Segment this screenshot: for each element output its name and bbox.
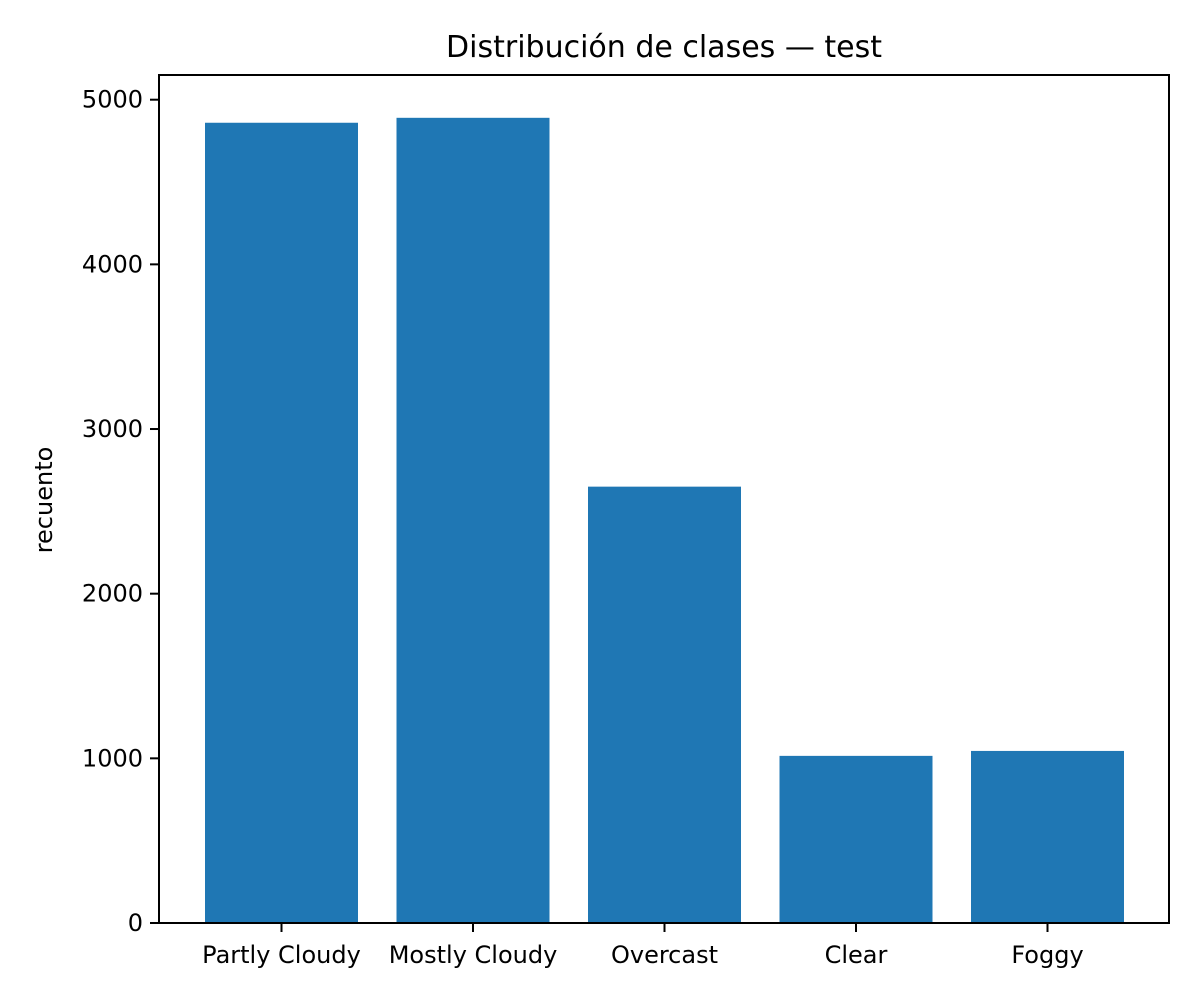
y-tick-label: 5000 (82, 86, 143, 114)
x-tick-label: Mostly Cloudy (389, 941, 558, 969)
y-axis-label: recuento (30, 447, 58, 554)
x-tick-label: Partly Cloudy (202, 941, 361, 969)
bar-clear (779, 755, 933, 923)
bar-foggy (971, 750, 1124, 923)
x-tick-label: Overcast (611, 941, 718, 969)
y-tick-label: 1000 (82, 744, 143, 772)
chart-title: Distribución de clases — test (446, 30, 882, 65)
bar-partly-cloudy (205, 122, 358, 923)
bar-overcast (588, 486, 741, 923)
bar-mostly-cloudy (396, 117, 550, 924)
x-axis-ticks: Partly Cloudy Mostly Cloudy Overcast Clear F… (202, 923, 1084, 969)
x-tick-label: Clear (825, 941, 888, 969)
y-tick-label: 4000 (82, 250, 143, 278)
x-tick-label: Foggy (1011, 941, 1083, 969)
plot-frame (158, 74, 1170, 924)
y-tick-label: 0 (128, 909, 143, 937)
y-tick-label: 2000 (82, 580, 143, 608)
y-tick-label: 3000 (82, 415, 143, 443)
y-axis-ticks: 0 1000 2000 3000 4000 5000 (82, 86, 159, 937)
bars-group (205, 117, 1124, 924)
